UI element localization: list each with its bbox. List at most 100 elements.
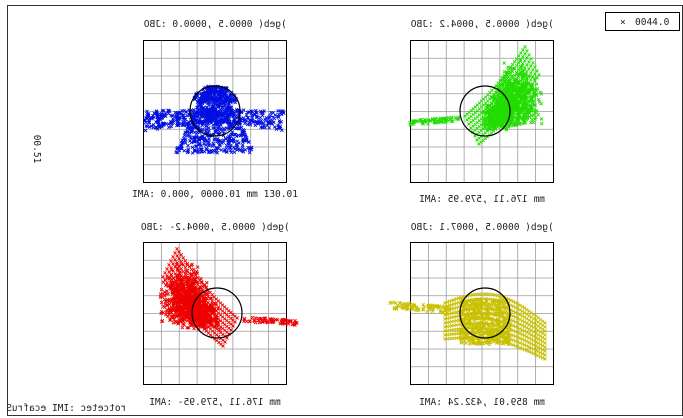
ray-hit [236, 133, 241, 138]
ray-hit [502, 70, 507, 74]
ray-hit [211, 141, 215, 146]
ray-hit [263, 117, 267, 122]
ray-hit [183, 117, 188, 122]
ray-hit [525, 63, 529, 67]
ray-hit [246, 140, 251, 144]
ray-hit [192, 148, 197, 152]
ray-hit [208, 100, 213, 105]
ray-hit [531, 61, 535, 65]
ray-hit [522, 66, 527, 70]
ray-hit [523, 120, 527, 124]
ray-hit [220, 105, 225, 109]
ray-hit [530, 117, 534, 122]
ray-hit [539, 121, 544, 126]
ray-hit [196, 147, 201, 152]
ray-hit [198, 142, 202, 146]
ima-label-tr: mm 176.11 ,579.95 :AMI [419, 194, 545, 205]
ray-hit [216, 97, 221, 102]
ray-hit [219, 148, 224, 152]
ray-hit [529, 113, 534, 118]
ray-hit [276, 125, 281, 130]
ray-hit [240, 130, 245, 134]
ray-hit [249, 147, 254, 152]
ray-hit [528, 78, 533, 82]
ray-hit [166, 122, 171, 126]
ray-hit [147, 125, 152, 129]
scale-value: 0044.0 [635, 17, 670, 28]
ray-hit [239, 109, 244, 114]
ray-hit [226, 116, 230, 120]
ray-hit [227, 114, 232, 119]
ray-hit [224, 91, 228, 96]
ray-hit [265, 123, 269, 128]
ray-hit [539, 117, 544, 121]
ray-hit [202, 120, 207, 125]
ray-hit [232, 150, 237, 155]
ray-hit [196, 150, 200, 155]
ray-hit [192, 130, 197, 135]
ray-hit [242, 129, 247, 133]
ray-hit [206, 139, 210, 144]
ray-hit [235, 108, 240, 113]
ray-hit [229, 138, 234, 143]
ray-hit [229, 109, 234, 114]
ray-hit [151, 125, 156, 130]
ray-hit [243, 121, 247, 126]
ray-hit [199, 147, 204, 152]
ray-hit [241, 150, 246, 154]
ray-hit [150, 115, 154, 120]
ray-hit [199, 135, 204, 139]
ray-hit [216, 140, 221, 144]
ray-hit [165, 274, 169, 278]
obj-label-tr: )geb( 0000.5 ,0004.2 :JBO [411, 19, 554, 30]
ray-hit [218, 94, 223, 98]
ray-hit [186, 143, 190, 148]
plot-top-left: )geb( 0000.5 ,0000.0 :JBO 00.51 IMA: 0.0… [31, 19, 298, 200]
ray-hit [527, 67, 531, 71]
ray-hit [229, 93, 234, 97]
ray-hit [213, 148, 218, 153]
ray-hit [173, 251, 177, 255]
ray-hit [505, 70, 510, 75]
ray-hit [209, 121, 214, 125]
ray-hit [271, 111, 276, 115]
ray-hit [510, 69, 515, 74]
ray-hit [221, 138, 226, 142]
ray-hit [206, 126, 211, 130]
ray-hit [213, 109, 218, 113]
ray-hit [175, 254, 179, 258]
ima-label-tl: IMA: 0.000, 0000.01 mm 130.01 [132, 189, 298, 200]
ray-hit [226, 112, 231, 117]
frame-tr [410, 40, 554, 183]
ray-hit [219, 123, 223, 128]
ray-hit [185, 318, 190, 323]
ray-hit [205, 147, 209, 152]
ray-hit [201, 110, 205, 114]
ray-hit [256, 121, 260, 126]
ray-hit [222, 101, 226, 105]
ray-hit [525, 49, 529, 53]
ray-hit [238, 148, 242, 153]
ray-hit [221, 117, 225, 122]
ray-hit [228, 121, 233, 126]
ray-hit [199, 99, 203, 103]
ray-hit [250, 109, 255, 114]
ray-hit [155, 117, 160, 121]
ray-hit [234, 134, 239, 139]
ray-hit [195, 105, 199, 110]
plot-bottom-right: )geb( 0000.5 ,0007.1 :JBO mm 859.01 ,432… [388, 222, 554, 408]
ray-hit [183, 265, 188, 270]
ray-hit [209, 107, 213, 111]
plot-top-right: )geb( 0000.5 ,0004.2 :JBO mm 176.11 ,579… [408, 19, 554, 205]
ray-hit [200, 92, 205, 96]
ray-hit [159, 111, 164, 116]
ray-hit [223, 118, 228, 123]
ray-hit [218, 87, 222, 91]
ray-hit [179, 267, 184, 271]
ray-hit [159, 123, 164, 128]
ray-hit [242, 118, 247, 123]
ray-hit [174, 150, 178, 155]
ima-label-bl: mm 176.11 ,579.95- :AMI [149, 397, 281, 408]
ray-hit [514, 121, 519, 126]
ray-hit [533, 103, 538, 108]
